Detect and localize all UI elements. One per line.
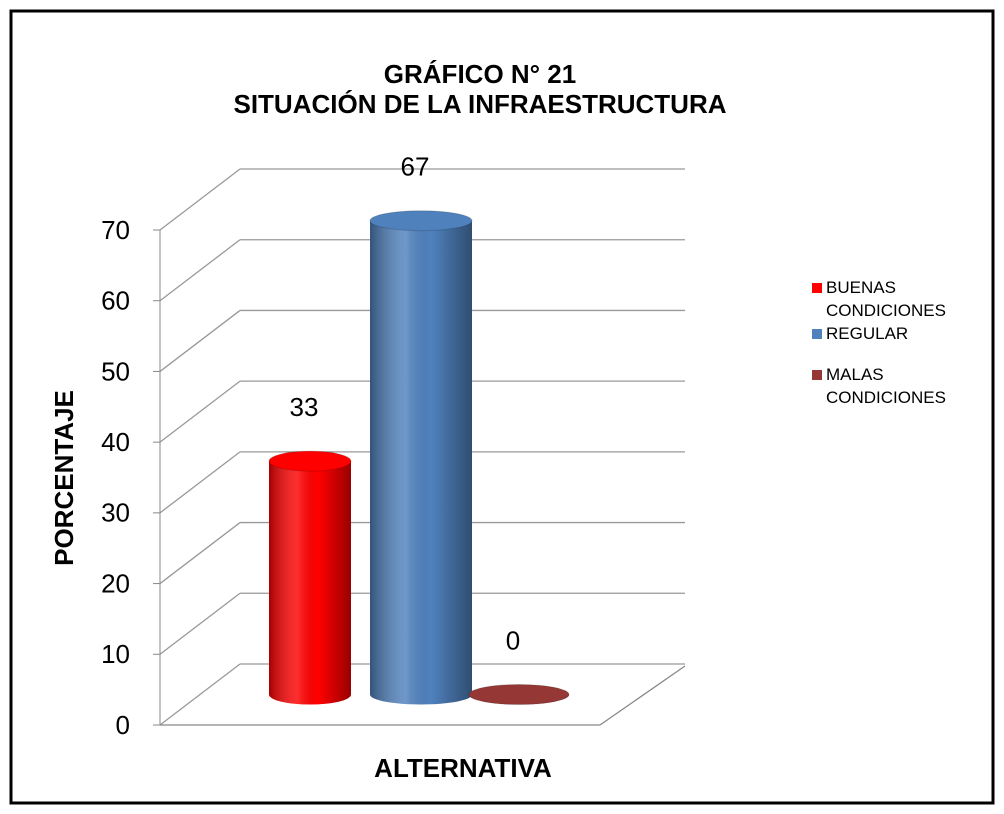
frame: [9, 9, 995, 805]
bar-top: [268, 450, 352, 472]
grid-line: [159, 451, 241, 514]
legend: BUENAS CONDICIONES REGULAR MALAS CONDICION…: [812, 276, 987, 409]
legend-swatch: [812, 283, 822, 293]
y-tick-label: 10: [101, 639, 130, 669]
bar-top: [468, 684, 570, 705]
y-tick-label: 30: [101, 498, 130, 528]
y-tick-label: 0: [116, 710, 130, 740]
grid-line: [159, 522, 241, 585]
legend-label: BUENAS CONDICIONES: [826, 278, 946, 320]
bar-top: [369, 210, 473, 232]
grid-line: [159, 168, 241, 231]
grid-line: [159, 663, 241, 726]
legend-item: BUENAS CONDICIONES: [812, 276, 987, 322]
data-label: 33: [290, 392, 319, 422]
y-tick-label: 60: [101, 286, 130, 316]
bar-shading: [269, 461, 351, 705]
y-tick-label: 20: [101, 568, 130, 598]
legend-swatch: [812, 370, 822, 380]
grid-line: [159, 592, 241, 655]
legend-item: MALAS CONDICIONES: [812, 363, 987, 409]
chart-title: GRÁFICO N° 21: [384, 59, 576, 89]
floor-edge: [599, 665, 686, 726]
legend-label: REGULAR: [826, 324, 909, 343]
data-label: 0: [506, 625, 520, 655]
chart-subtitle: SITUACIÓN DE LA INFRAESTRUCTURA: [233, 89, 726, 119]
legend-item: REGULAR: [812, 322, 987, 345]
y-tick-label: 40: [101, 427, 130, 457]
grid-line: [159, 239, 241, 302]
y-tick-label: 70: [101, 215, 130, 245]
y-axis-label: PORCENTAJE: [49, 390, 79, 566]
legend-swatch: [812, 329, 822, 339]
bar-shading: [370, 220, 472, 705]
x-axis-label: ALTERNATIVA: [374, 753, 552, 783]
data-label: 67: [401, 152, 430, 182]
y-tick-label: 50: [101, 356, 130, 386]
legend-label: MALAS CONDICIONES: [826, 365, 946, 407]
grid-line: [159, 309, 241, 372]
grid-line: [159, 380, 241, 443]
